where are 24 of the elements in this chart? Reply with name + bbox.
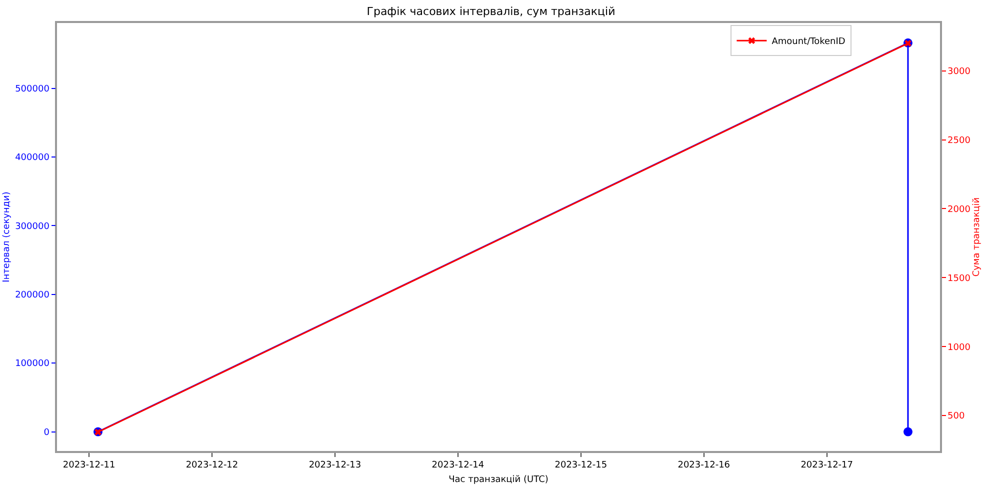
chart-title: Графік часових інтервалів, сум транзакцій [366,5,616,18]
y-tick-label: 400000 [15,153,50,164]
x-axis-title: Час транзакцій (UTC) [448,474,548,485]
y2-tick-label: 500 [948,412,965,422]
x-tick-label: 2023-12-16 [678,460,730,471]
x-tick-label: 2023-12-14 [432,460,484,471]
y-tick-label: 0 [44,428,50,438]
y-tick-label: 200000 [15,290,50,301]
x-tick-label: 2023-12-13 [308,460,362,471]
legend-label: Amount/TokenID [772,37,846,48]
x-tick-label: 2023-12-11 [62,460,116,471]
y2-tick-label: 2000 [948,204,971,215]
y2-tick-label: 1000 [948,342,971,353]
y2-tick-label: 3000 [948,67,971,77]
y2-tick-label: 2500 [948,136,971,146]
y-axis-title: Інтервал (секунди) [2,192,12,282]
y2-axis-title: Сума транзакцій [972,197,982,277]
x-tick-label: 2023-12-17 [800,460,854,471]
x-tick-label: 2023-12-15 [554,460,608,471]
y2-tick-label: 1500 [948,274,971,284]
y-tick-label: 300000 [15,222,50,232]
x-tick-label: 2023-12-12 [186,460,238,471]
y-tick-label: 100000 [15,359,50,370]
y-tick-label: 500000 [15,84,50,94]
